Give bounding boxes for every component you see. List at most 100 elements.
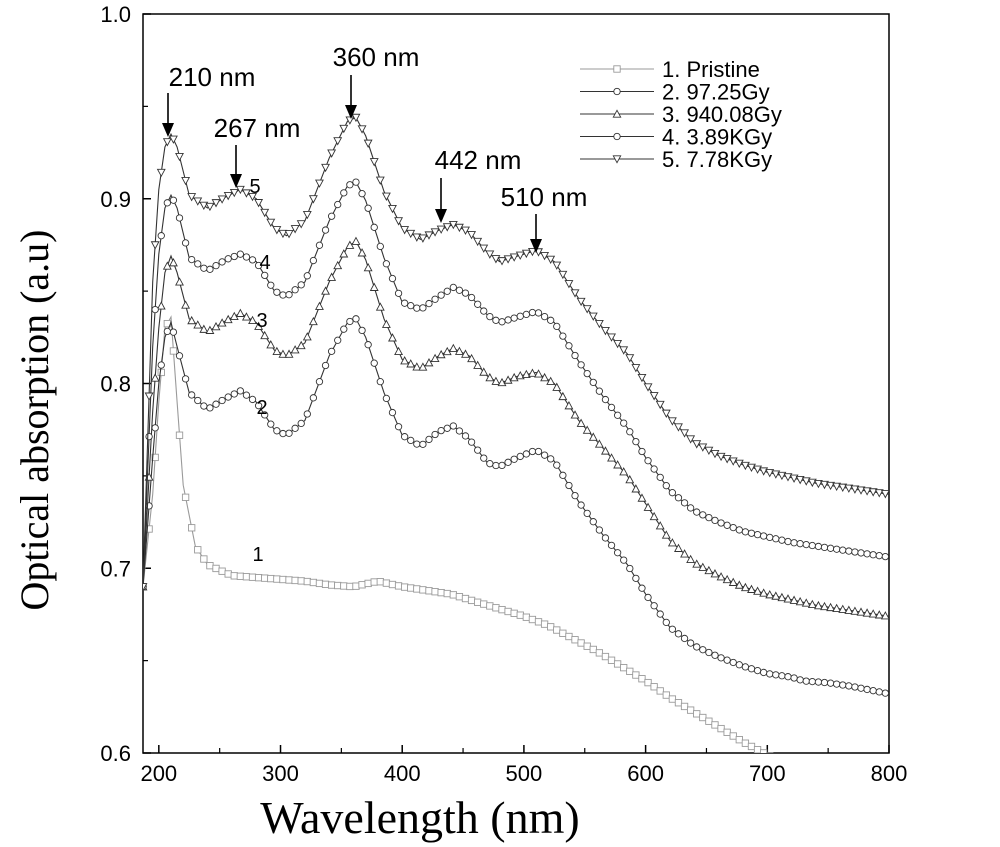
data-point xyxy=(187,193,197,202)
data-point xyxy=(729,732,737,740)
data-point xyxy=(503,375,513,384)
data-point xyxy=(278,349,288,358)
data-point xyxy=(716,572,726,581)
data-point xyxy=(753,666,762,675)
data-point xyxy=(522,613,530,621)
data-point xyxy=(655,400,665,410)
data-point xyxy=(376,378,384,386)
data-point xyxy=(187,315,197,325)
data-point xyxy=(168,258,178,267)
data-point xyxy=(181,176,191,186)
data-point xyxy=(576,297,586,307)
data-point xyxy=(479,367,489,376)
data-point xyxy=(327,212,336,220)
data-point xyxy=(358,326,366,335)
data-point xyxy=(302,210,312,220)
data-point xyxy=(303,410,311,418)
data-point xyxy=(747,665,756,673)
data-point xyxy=(284,230,294,239)
data-point xyxy=(729,658,737,667)
peak-arrow-head xyxy=(230,174,242,188)
data-point xyxy=(801,598,811,607)
data-point xyxy=(388,274,397,283)
peak-arrow-head xyxy=(162,123,174,137)
legend-item: 4. 3.89KGy xyxy=(580,125,772,150)
data-point xyxy=(321,580,330,588)
data-point xyxy=(815,779,821,785)
data-point xyxy=(400,299,409,307)
data-point xyxy=(875,688,883,696)
data-point xyxy=(547,455,555,463)
data-point xyxy=(467,353,477,363)
legend-item: 3. 940.08Gy xyxy=(580,102,782,127)
data-point xyxy=(412,233,422,242)
data-point xyxy=(527,368,537,377)
data-point xyxy=(388,204,397,214)
data-point xyxy=(388,580,397,589)
data-point xyxy=(705,717,713,725)
data-point xyxy=(528,447,537,456)
data-point xyxy=(230,390,238,398)
data-point xyxy=(759,467,769,476)
data-point xyxy=(454,223,464,233)
data-point xyxy=(705,648,713,657)
data-point xyxy=(626,428,634,436)
data-point xyxy=(175,152,184,162)
data-point xyxy=(607,333,616,342)
data-point xyxy=(206,265,214,273)
x-tick-label: 200 xyxy=(140,761,177,786)
data-point xyxy=(741,739,750,747)
data-point xyxy=(315,579,324,588)
data-point xyxy=(285,576,293,584)
data-point xyxy=(638,584,646,592)
data-point xyxy=(448,220,458,230)
data-point xyxy=(151,305,159,314)
data-point xyxy=(230,572,238,580)
data-point xyxy=(607,541,616,549)
data-point xyxy=(686,504,695,512)
data-point xyxy=(833,787,839,793)
data-point xyxy=(661,530,671,539)
data-point xyxy=(534,618,543,626)
legend-item: 5. 7.78KGy xyxy=(580,147,772,172)
data-point xyxy=(874,610,884,619)
data-point xyxy=(509,253,519,262)
data-point xyxy=(188,524,196,532)
data-point xyxy=(552,261,562,270)
data-point xyxy=(868,609,878,618)
data-point xyxy=(156,301,166,310)
data-point xyxy=(846,792,852,798)
data-point xyxy=(863,550,871,558)
data-point xyxy=(863,685,871,694)
data-point xyxy=(747,584,756,593)
data-point xyxy=(857,549,865,557)
data-point xyxy=(273,575,281,583)
data-point xyxy=(443,589,451,598)
data-point xyxy=(589,518,597,526)
data-point xyxy=(150,241,160,250)
data-point xyxy=(443,287,451,295)
data-point xyxy=(674,423,683,432)
data-point xyxy=(625,354,635,363)
legend-label: 3. 940.08Gy xyxy=(662,102,782,127)
data-point xyxy=(181,493,190,501)
data-point xyxy=(851,683,859,691)
data-point xyxy=(346,317,354,326)
data-point xyxy=(230,252,238,261)
data-point xyxy=(655,521,665,530)
data-point xyxy=(789,595,799,604)
data-point xyxy=(620,419,628,427)
data-point xyxy=(680,549,690,558)
data-point xyxy=(436,349,446,359)
data-point xyxy=(491,376,501,385)
data-point xyxy=(217,195,227,204)
data-point xyxy=(206,562,214,570)
data-point xyxy=(248,256,257,264)
data-point xyxy=(643,502,653,511)
series-2 xyxy=(143,315,889,697)
data-point xyxy=(303,577,311,586)
data-point xyxy=(461,289,470,297)
data-point xyxy=(327,149,337,158)
data-point xyxy=(741,663,750,671)
